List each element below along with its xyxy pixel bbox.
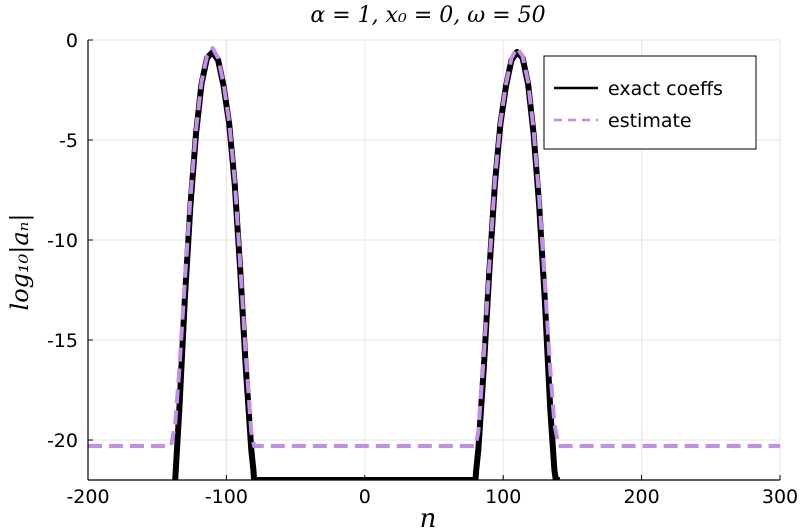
x-tick-label: 100 bbox=[485, 486, 521, 508]
legend-label-estimate: estimate bbox=[608, 110, 692, 132]
legend-label-exact-coeffs: exact coeffs bbox=[608, 78, 723, 100]
series-line-estimate bbox=[88, 46, 780, 448]
y-tick-label: -20 bbox=[47, 430, 78, 452]
x-axis-label: n bbox=[420, 504, 437, 532]
x-tick-label: 0 bbox=[359, 486, 371, 508]
y-tick-label: -5 bbox=[59, 130, 78, 152]
legend-box bbox=[543, 55, 757, 150]
ticks: -200 -100 0 100 200 300 0 -5 -10 -15 -20 bbox=[47, 30, 798, 508]
y-axis-label: log₁₀|aₙ| bbox=[6, 214, 35, 311]
axes bbox=[87, 40, 780, 481]
y-tick-label: -10 bbox=[47, 230, 78, 252]
x-tick-label: 200 bbox=[623, 486, 659, 508]
x-tick-label: -200 bbox=[66, 486, 109, 508]
y-tick-label: -15 bbox=[47, 330, 78, 352]
plot-area bbox=[88, 46, 780, 480]
grid bbox=[87, 39, 781, 480]
x-tick-label: -100 bbox=[205, 486, 248, 508]
x-tick-label: 300 bbox=[762, 486, 798, 508]
chart-title: α = 1, x₀ = 0, ω = 50 bbox=[310, 3, 545, 28]
legend: exact coeffs estimate bbox=[543, 55, 757, 150]
y-tick-label: 0 bbox=[66, 30, 78, 52]
